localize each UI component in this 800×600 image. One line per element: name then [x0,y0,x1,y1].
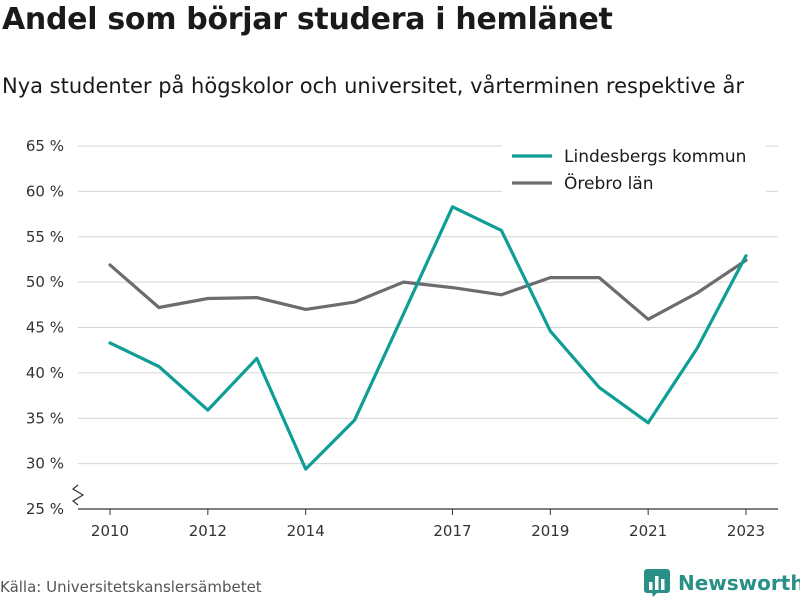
source-note: Källa: Universitetskanslersämbetet [0,578,262,596]
brand: Newsworthy [644,569,800,597]
legend-label: Lindesbergs kommun [564,147,746,167]
y-tick-label: 30 % [26,455,64,473]
x-tick-label: 2023 [727,522,765,540]
x-axis [71,484,778,510]
chart-subtitle: Nya studenter på högskolor och universit… [2,74,744,98]
chart-title: Andel som börjar studera i hemlänet [2,2,613,37]
brand-name: Newsworthy [678,571,800,595]
y-tick-label: 45 % [26,319,64,337]
x-tick-label: 2014 [287,522,325,540]
y-tick-label: 50 % [26,273,64,291]
zigzag-axis-break-icon [71,484,85,506]
bar-chart-logo-icon [644,569,670,597]
x-tick-label: 2021 [629,522,667,540]
x-tick-label: 2010 [91,522,129,540]
legend-background [502,140,766,196]
y-axis-ticks: 25 % 30 % 35 % 40 % 45 % 50 % 55 % 60 % 65 % [26,137,64,518]
y-tick-label: 35 % [26,409,64,427]
x-axis-ticks: 2010 2012 2014 2017 2019 2021 2023 [91,509,765,540]
y-tick-label: 40 % [26,364,64,382]
y-tick-label: 25 % [26,500,64,518]
x-tick-label: 2019 [531,522,569,540]
x-tick-label: 2017 [433,522,471,540]
series-line-2 [108,258,748,321]
y-tick-label: 60 % [26,182,64,200]
y-tick-label: 65 % [26,137,64,155]
legend: Lindesbergs kommun Örebro län [502,140,766,196]
y-tick-label: 55 % [26,228,64,246]
x-tick-label: 2012 [189,522,227,540]
series-lines [108,205,748,471]
series-line-1 [108,205,748,471]
legend-label: Örebro län [564,172,654,194]
